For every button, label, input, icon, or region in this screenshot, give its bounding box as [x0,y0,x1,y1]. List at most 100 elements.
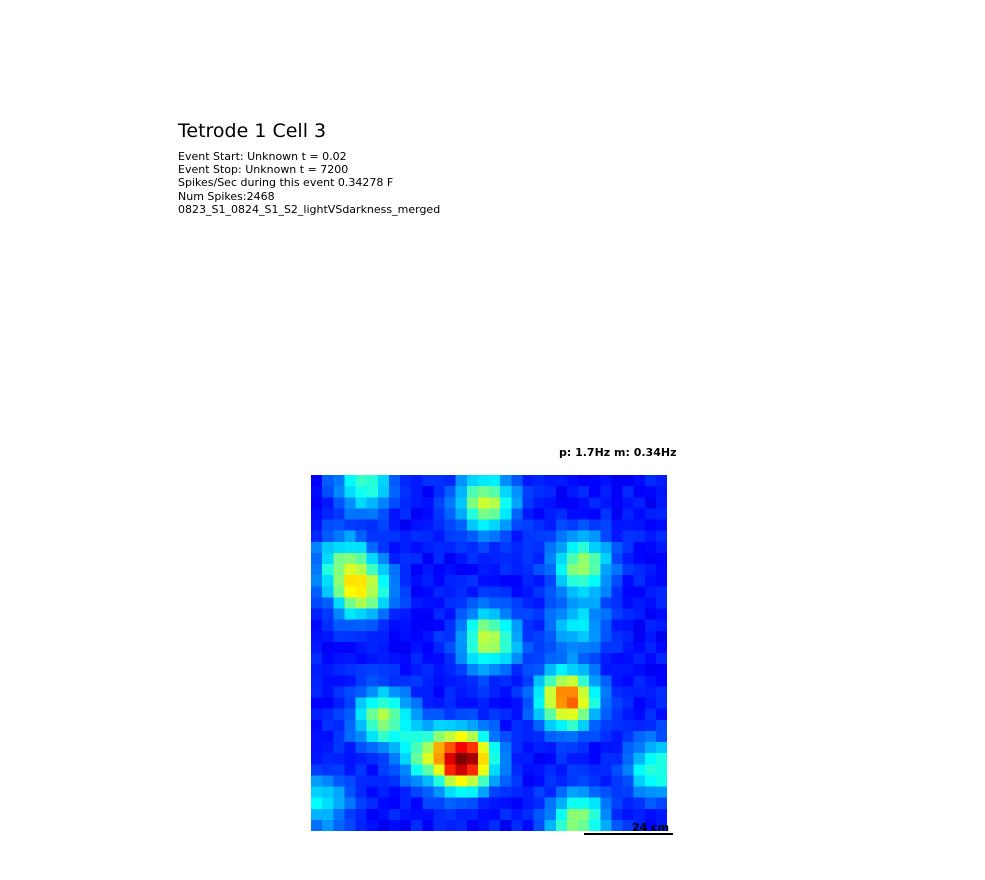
heatmap-cell [311,597,323,610]
heatmap-cell [355,697,368,710]
heatmap-cell [566,475,579,487]
heatmap-cell [566,508,579,521]
heatmap-cell [511,664,523,676]
heatmap-cell [533,675,546,687]
heatmap-cell [433,519,446,532]
heatmap-cell [322,486,334,498]
heatmap-cell [544,730,557,743]
heatmap-cell [388,630,401,643]
heatmap-cell [388,675,401,687]
heatmap-cell [589,697,601,710]
heatmap-cell [311,775,323,788]
heatmap-cell [344,664,357,676]
heatmap-cell [544,653,557,665]
heatmap-cell [589,586,601,598]
heatmap-cell [500,586,512,598]
heatmap-cell [355,797,368,810]
heatmap-cell [533,575,546,587]
heatmap-cell [578,675,590,687]
spikes-per-sec-line: Spikes/Sec during this event 0.34278 F [178,176,394,190]
heatmap-cell [644,819,657,831]
heatmap-cell [422,764,434,776]
heatmap-cell [611,630,624,643]
heatmap-cell [533,797,546,810]
heatmap-cell [400,530,412,543]
heatmap-cell [600,486,612,498]
heatmap-cell [655,475,667,487]
heatmap-cell [411,575,423,587]
heatmap-cell [322,686,334,699]
heatmap-cell [633,597,646,610]
heatmap-cell [333,653,345,665]
heatmap-cell [578,530,590,543]
heatmap-cell [366,586,379,598]
heatmap-cell [377,630,390,643]
heatmap-cell [433,564,446,576]
heatmap-cell [311,619,323,632]
heatmap-cell [511,497,523,509]
heatmap-cell [355,686,368,699]
heatmap-cell [589,653,601,665]
heatmap-cell [466,519,479,532]
heatmap-cell [522,619,535,632]
heatmap-cell [622,641,635,654]
heatmap-cell [422,552,434,565]
heatmap-cell [466,608,479,621]
heatmap-cell [400,797,412,810]
heatmap-cell [400,575,412,587]
heatmap-cell [388,486,401,498]
heatmap-cell [355,742,368,754]
heatmap-cell [489,797,501,810]
heatmap-cell [500,475,512,487]
heatmap-cell [522,541,535,554]
heatmap-cell [511,675,523,687]
heatmap-cell [377,742,390,754]
heatmap-cell [489,775,501,788]
heatmap-cell [555,819,568,831]
heatmap-cell [355,653,368,665]
heatmap-cell [633,697,646,710]
heatmap-cell [455,764,468,776]
heatmap-cell [555,530,568,543]
heatmap-cell [444,475,457,487]
heatmap-cell [500,497,512,509]
heatmap-cell [466,508,479,521]
heatmap-cell [311,530,323,543]
heatmap-cell [388,508,401,521]
heatmap-cell [578,764,590,776]
heatmap-cell [355,475,368,487]
heatmap-cell [655,719,667,732]
heatmap-cell [411,641,423,654]
heatmap-cell [444,753,457,765]
heatmap-cell [533,508,546,521]
heatmap-cell [422,742,434,754]
heatmap-cell [644,608,657,621]
heatmap-cell [366,475,379,487]
heatmap-cell [555,775,568,788]
heatmap-cell [444,619,457,632]
heatmap-cell [544,630,557,643]
heatmap-cell [489,564,501,576]
heatmap-cell [388,608,401,621]
heatmap-cell [655,641,667,654]
heatmap-cell [477,486,490,498]
heatmap-cell [533,564,546,576]
heatmap-cell [455,675,468,687]
heatmap-cell [311,508,323,521]
heatmap-cell [411,475,423,487]
heatmap-cell [466,564,479,576]
heatmap-cell [555,697,568,710]
heatmap-cell [600,586,612,598]
heatmap-cell [644,730,657,743]
heatmap-cell [511,608,523,621]
heatmap-cell [477,686,490,699]
heatmap-cell [500,608,512,621]
heatmap-cell [455,719,468,732]
heatmap-cell [433,608,446,621]
heatmap-cell [422,786,434,799]
heatmap-cell [422,719,434,732]
heatmap-cell [578,630,590,643]
heatmap-cell [589,719,601,732]
heatmap-cell [322,586,334,598]
heatmap-cell [489,508,501,521]
